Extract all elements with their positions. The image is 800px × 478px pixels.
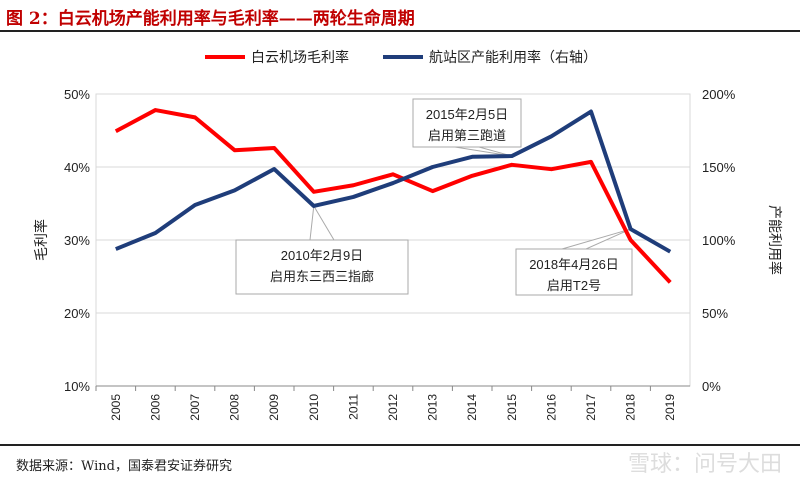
x-tick-label: 2012 xyxy=(386,394,400,421)
callout-text: 启用第三跑道 xyxy=(428,128,506,143)
y-axis-label: 毛利率 xyxy=(33,219,49,261)
y2-tick-label: 200% xyxy=(702,87,736,102)
callout-text: 2018年4月26日 xyxy=(529,257,619,272)
series-line-2 xyxy=(116,112,670,252)
x-tick-label: 2015 xyxy=(505,394,519,421)
x-tick-label: 2007 xyxy=(188,394,202,421)
x-tick-label: 2013 xyxy=(426,394,440,421)
y2-tick-label: 0% xyxy=(702,379,721,394)
y2-tick-label: 50% xyxy=(702,306,728,321)
x-tick-label: 2019 xyxy=(663,394,677,421)
x-tick-label: 2008 xyxy=(228,394,242,421)
x-tick-label: 2006 xyxy=(148,394,162,421)
x-tick-label: 2005 xyxy=(109,394,123,421)
callout-text: 2010年2月9日 xyxy=(281,248,363,263)
callout-text: 启用东三西三指廊 xyxy=(270,269,374,284)
y2-tick-label: 150% xyxy=(702,160,736,175)
y-tick-label: 40% xyxy=(64,160,90,175)
y2-axis-label: 产能利用率 xyxy=(767,205,783,275)
y2-tick-label: 100% xyxy=(702,233,736,248)
y-tick-label: 50% xyxy=(64,87,90,102)
x-tick-label: 2009 xyxy=(267,394,281,421)
y-tick-label: 20% xyxy=(64,306,90,321)
x-tick-label: 2011 xyxy=(346,394,360,420)
y-tick-label: 30% xyxy=(64,233,90,248)
x-tick-label: 2016 xyxy=(544,394,558,421)
callout-pointer xyxy=(310,206,334,240)
x-tick-label: 2017 xyxy=(584,394,598,421)
x-tick-label: 2010 xyxy=(307,394,321,421)
legend-label: 航站区产能利用率（右轴） xyxy=(429,49,597,65)
callout-text: 2015年2月5日 xyxy=(426,107,508,122)
y-tick-label: 10% xyxy=(64,379,90,394)
callout-text: 启用T2号 xyxy=(547,278,601,293)
callout-pointer xyxy=(562,229,631,249)
x-tick-label: 2014 xyxy=(465,394,479,421)
legend-label: 白云机场毛利率 xyxy=(251,49,349,65)
x-tick-label: 2018 xyxy=(624,394,638,421)
